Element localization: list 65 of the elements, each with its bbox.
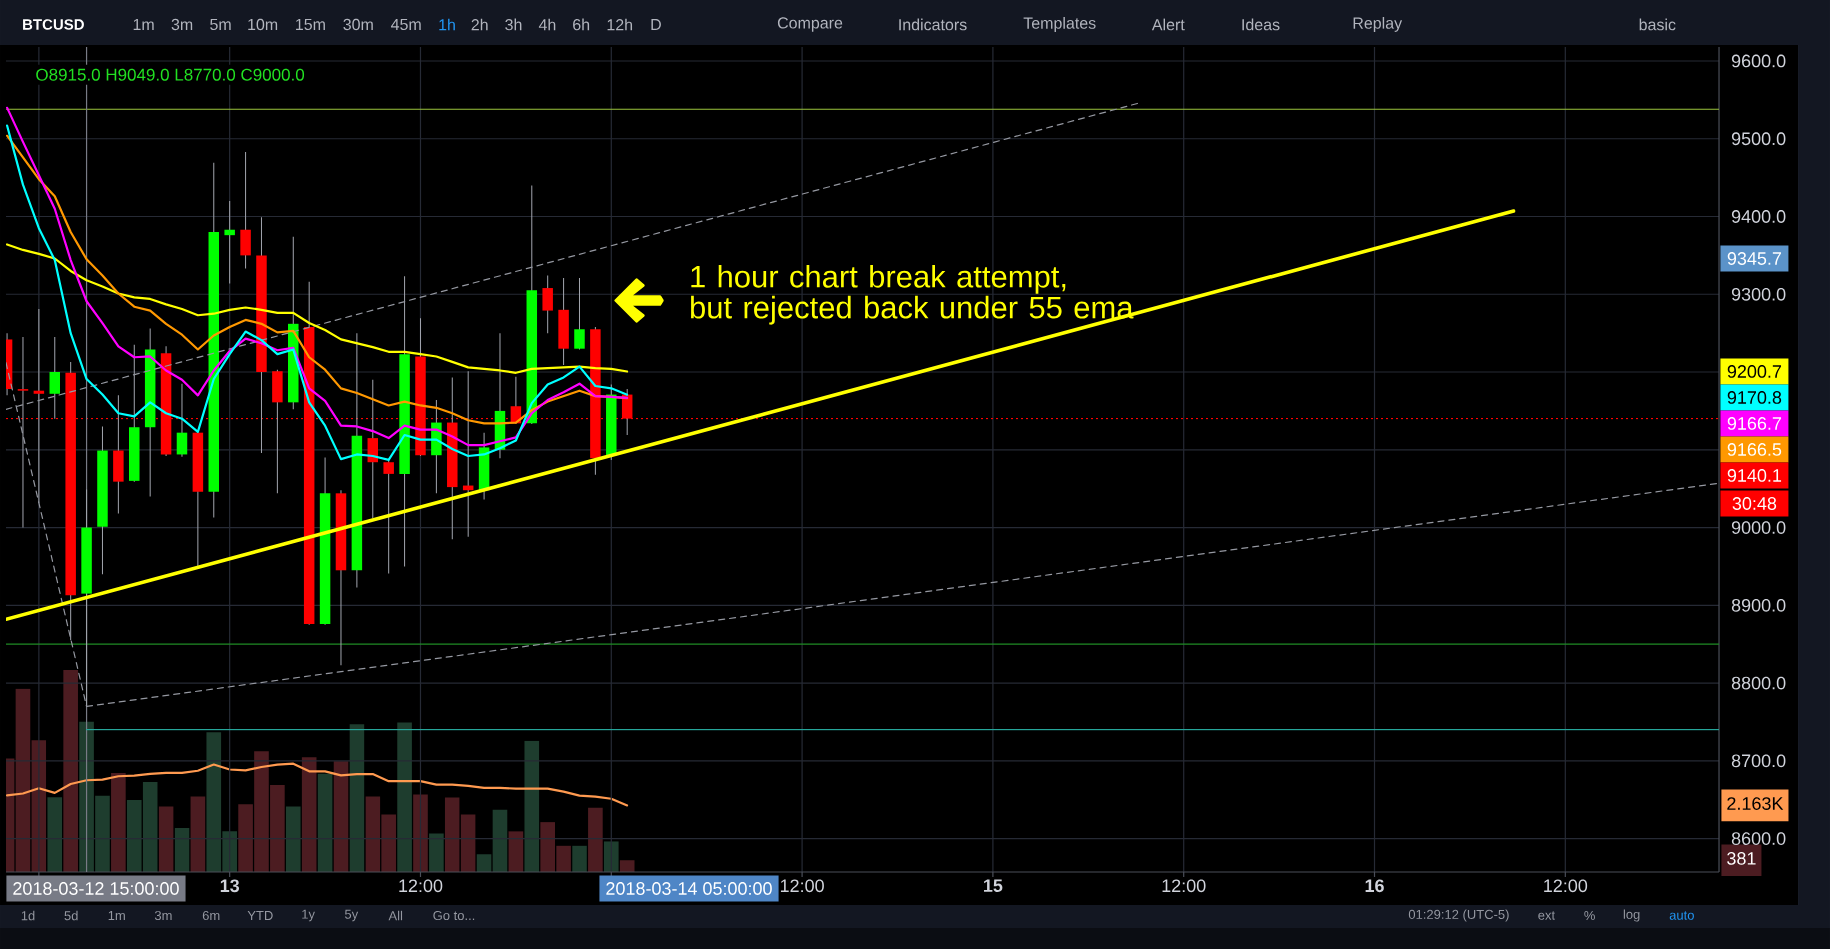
y-tick-label: 9500.0 [1731, 132, 1786, 146]
y-tick-label: 9600.0 [1731, 54, 1786, 68]
text: 2h [471, 18, 488, 31]
text: All [388, 910, 403, 921]
y-tick-label: 9000.0 [1731, 521, 1786, 534]
text: Templates [1023, 17, 1096, 32]
chart-title: BTCUSD [23, 19, 84, 30]
x-tick-label: 16 [1365, 879, 1384, 893]
text: % [1584, 910, 1595, 921]
text: 6m [202, 910, 220, 921]
text: 9200.7 [1727, 365, 1782, 378]
text: 9166.7 [1727, 417, 1782, 430]
x-tick-label: 12:00 [1162, 879, 1206, 893]
text: 9170.8 [1727, 391, 1782, 404]
text: 10m [248, 18, 278, 31]
text: 5d [64, 910, 78, 921]
y-tick-label: 8700.0 [1731, 754, 1786, 768]
ref-line-label: 2018-03-12 15:00:00 [13, 882, 179, 895]
x-tick-label: 12:00 [399, 879, 443, 893]
text: YTD [247, 911, 273, 920]
text: Replay [1353, 17, 1403, 32]
text: 30m [343, 18, 373, 31]
text: 4h [538, 18, 556, 31]
x-tick-label: 13 [220, 879, 240, 893]
y2-tick-label: 2.163K [1727, 797, 1784, 810]
text: auto [1669, 911, 1694, 920]
text: 45m [391, 18, 421, 31]
text: Go to... [433, 910, 475, 921]
y-tick-label: 9300.0 [1731, 287, 1786, 301]
text: Alert [1151, 18, 1185, 31]
text: 30:48 [1732, 497, 1777, 510]
text: 1h [439, 18, 455, 31]
y2-tick-label: 381 [1727, 852, 1756, 865]
text: 1d [21, 910, 35, 921]
text: Indicators [899, 18, 967, 31]
text: 01:29:12 (UTC-5) [1408, 909, 1509, 922]
text: 15m [296, 18, 325, 31]
y-tick-label: 8800.0 [1731, 676, 1786, 690]
text: 1m [133, 18, 154, 30]
y-tick-label: 9400.0 [1731, 210, 1786, 223]
ref-line-label: 9140.1 [1727, 469, 1782, 482]
text: ext [1538, 911, 1555, 920]
text: 5m [210, 18, 231, 31]
y-tick-label: 8900.0 [1731, 598, 1786, 612]
text: basic [1639, 18, 1676, 31]
text: 12h [607, 18, 633, 31]
text: Ideas [1242, 18, 1280, 31]
x-tick-label: 15 [984, 879, 1003, 892]
text: 3m [154, 910, 172, 921]
text: 3m [171, 18, 193, 31]
text: 1y [302, 909, 315, 922]
text: O8915.0 H9049.0 L8770.0 C9000.0 [36, 68, 305, 81]
x-tick-label: 12:00 [780, 879, 824, 893]
text: 6h [573, 18, 590, 31]
x-tick-label: 12:00 [1544, 879, 1588, 893]
text: 1m [108, 911, 125, 920]
text: 3h [505, 18, 522, 31]
text: 9166.5 [1727, 443, 1782, 456]
text: Compare [777, 17, 843, 32]
text: 2018-03-14 05:00:00 [606, 882, 772, 895]
text: D [651, 18, 661, 30]
text: log [1623, 909, 1640, 922]
text: 5y [344, 909, 359, 922]
y-tick-label: 8600.0 [1731, 832, 1786, 845]
text: 9345.7 [1727, 252, 1782, 265]
